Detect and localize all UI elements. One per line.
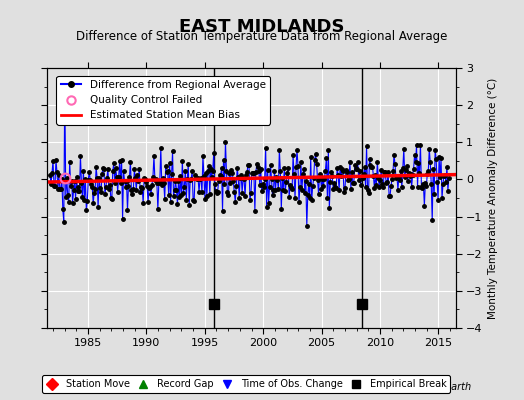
- Text: Difference of Station Temperature Data from Regional Average: Difference of Station Temperature Data f…: [77, 30, 447, 43]
- Text: Berkeley Earth: Berkeley Earth: [399, 382, 472, 392]
- Y-axis label: Monthly Temperature Anomaly Difference (°C): Monthly Temperature Anomaly Difference (…: [488, 77, 498, 319]
- Legend: Station Move, Record Gap, Time of Obs. Change, Empirical Break: Station Move, Record Gap, Time of Obs. C…: [42, 375, 450, 393]
- Legend: Difference from Regional Average, Quality Control Failed, Estimated Station Mean: Difference from Regional Average, Qualit…: [57, 76, 270, 124]
- Text: EAST MIDLANDS: EAST MIDLANDS: [179, 18, 345, 36]
